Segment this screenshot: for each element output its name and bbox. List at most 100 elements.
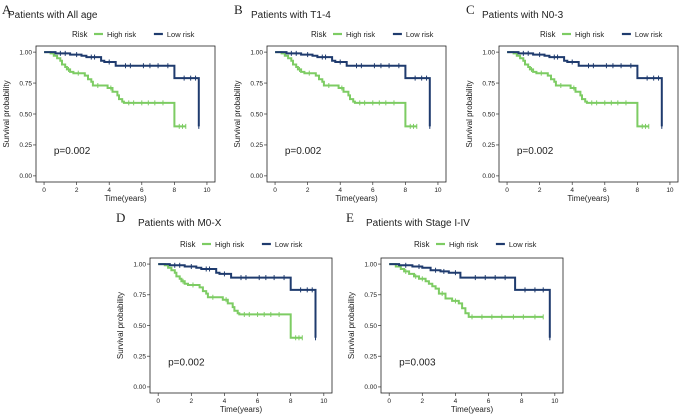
y-tick-label: 0.75 bbox=[250, 80, 263, 87]
x-tick-label: 6 bbox=[487, 398, 491, 405]
x-tick-label: 10 bbox=[551, 398, 559, 405]
series-low-risk bbox=[389, 262, 551, 341]
panel-c: C Patients with N0-3 Risk High risk Low risk… bbox=[465, 2, 679, 203]
series-high-risk bbox=[44, 51, 187, 129]
legend: Risk High risk Low risk bbox=[540, 30, 663, 39]
x-tick-label: 0 bbox=[505, 187, 509, 194]
legend-label-high-risk: High risk bbox=[215, 240, 244, 249]
series-low-risk bbox=[158, 262, 317, 341]
series-high-risk bbox=[275, 51, 418, 129]
x-tick-label: 2 bbox=[306, 187, 310, 194]
legend-title: Risk bbox=[311, 30, 328, 39]
y-tick-label: 0.50 bbox=[364, 323, 377, 330]
series-low-risk bbox=[275, 50, 431, 129]
series-low-risk bbox=[507, 50, 663, 129]
panel-letter: E bbox=[346, 210, 354, 225]
legend-title: Risk bbox=[414, 240, 431, 249]
legend-title: Risk bbox=[540, 30, 557, 39]
y-tick-label: 0.25 bbox=[250, 142, 263, 149]
legend-label-high-risk: High risk bbox=[449, 240, 478, 249]
x-axis: 0 2 4 6 8 10 Time(years) bbox=[387, 393, 559, 414]
y-tick-label: 1.00 bbox=[19, 49, 32, 56]
x-tick-label: 6 bbox=[603, 187, 607, 194]
y-tick-label: 0.75 bbox=[133, 292, 146, 299]
x-tick-label: 10 bbox=[434, 187, 442, 194]
panel-letter: C bbox=[466, 2, 475, 17]
panel-letter: D bbox=[116, 210, 125, 225]
x-tick-label: 4 bbox=[107, 187, 111, 194]
y-tick-label: 0.00 bbox=[364, 384, 377, 391]
y-axis-label: Survival probability bbox=[465, 80, 474, 147]
y-tick-label: 0.00 bbox=[482, 173, 495, 180]
x-tick-label: 2 bbox=[538, 187, 542, 194]
panel-title: Patients with Stage I-IV bbox=[366, 218, 470, 229]
p-value: p=0.002 bbox=[54, 146, 91, 157]
x-tick-label: 6 bbox=[140, 187, 144, 194]
series-low-risk bbox=[44, 50, 200, 129]
y-tick-label: 0.25 bbox=[133, 354, 146, 361]
x-tick-label: 6 bbox=[256, 398, 260, 405]
panel-title: Patients with T1-4 bbox=[251, 10, 331, 21]
x-tick-label: 8 bbox=[289, 398, 293, 405]
y-tick-label: 0.00 bbox=[133, 384, 146, 391]
km-curve-low-risk bbox=[507, 51, 663, 127]
x-tick-label: 8 bbox=[520, 398, 524, 405]
x-axis: 0 2 4 6 8 10 Time(years) bbox=[42, 182, 211, 203]
x-tick-label: 0 bbox=[42, 187, 46, 194]
km-curve-low-risk bbox=[389, 263, 551, 338]
x-tick-label: 10 bbox=[203, 187, 211, 194]
series-high-risk bbox=[389, 263, 544, 320]
legend: Risk High risk Low risk bbox=[72, 30, 195, 39]
y-axis-label: Survival probability bbox=[233, 80, 242, 147]
km-curve-high-risk bbox=[275, 51, 417, 128]
x-axis-label: Time(years) bbox=[335, 194, 378, 203]
panel-d: D Patients with M0-X Risk High risk Low risk… bbox=[116, 210, 333, 414]
km-curve-low-risk bbox=[158, 263, 317, 338]
y-tick-label: 0.75 bbox=[482, 80, 495, 87]
km-curve-high-risk bbox=[507, 51, 649, 128]
legend: Risk High risk Low risk bbox=[414, 240, 537, 249]
legend-title: Risk bbox=[72, 30, 89, 39]
x-tick-label: 10 bbox=[666, 187, 674, 194]
legend-label-low-risk: Low risk bbox=[635, 30, 663, 39]
y-tick-label: 0.00 bbox=[250, 173, 263, 180]
x-tick-label: 10 bbox=[320, 398, 328, 405]
y-tick-label: 0.25 bbox=[364, 354, 377, 361]
x-tick-label: 0 bbox=[387, 398, 391, 405]
y-axis: 0.00 0.25 0.50 0.75 1.00 Survival probability bbox=[465, 49, 499, 180]
km-curve-high-risk bbox=[389, 263, 544, 318]
legend-label-high-risk: High risk bbox=[107, 30, 136, 39]
km-curve-high-risk bbox=[44, 51, 186, 128]
x-tick-label: 2 bbox=[421, 398, 425, 405]
y-tick-label: 0.50 bbox=[19, 111, 32, 118]
series-high-risk bbox=[507, 51, 650, 129]
y-tick-label: 1.00 bbox=[133, 261, 146, 268]
legend: Risk High risk Low risk bbox=[180, 240, 303, 249]
x-tick-label: 2 bbox=[75, 187, 79, 194]
km-curve-high-risk bbox=[158, 263, 303, 339]
y-axis-label: Survival probability bbox=[116, 292, 125, 359]
km-curve-low-risk bbox=[275, 51, 431, 127]
series-high-risk bbox=[158, 263, 303, 341]
y-tick-label: 0.50 bbox=[133, 323, 146, 330]
y-tick-label: 1.00 bbox=[364, 261, 377, 268]
y-axis: 0.00 0.25 0.50 0.75 1.00 Survival probability bbox=[116, 261, 150, 391]
y-axis: 0.00 0.25 0.50 0.75 1.00 Survival probability bbox=[2, 49, 36, 180]
legend-label-low-risk: Low risk bbox=[167, 30, 195, 39]
legend-label-low-risk: Low risk bbox=[275, 240, 303, 249]
x-axis-label: Time(years) bbox=[104, 194, 147, 203]
panel-letter: A bbox=[2, 2, 12, 17]
x-tick-label: 8 bbox=[404, 187, 408, 194]
panel-title: Patients with All age bbox=[8, 10, 98, 21]
legend-label-low-risk: Low risk bbox=[509, 240, 537, 249]
km-curve-low-risk bbox=[44, 51, 200, 127]
x-tick-label: 8 bbox=[173, 187, 177, 194]
y-tick-label: 1.00 bbox=[482, 49, 495, 56]
x-tick-label: 4 bbox=[454, 398, 458, 405]
y-axis-label: Survival probability bbox=[347, 292, 356, 359]
y-tick-label: 1.00 bbox=[250, 49, 263, 56]
x-tick-label: 4 bbox=[223, 398, 227, 405]
y-tick-label: 0.75 bbox=[19, 80, 32, 87]
y-tick-label: 0.50 bbox=[482, 111, 495, 118]
y-tick-label: 0.75 bbox=[364, 292, 377, 299]
